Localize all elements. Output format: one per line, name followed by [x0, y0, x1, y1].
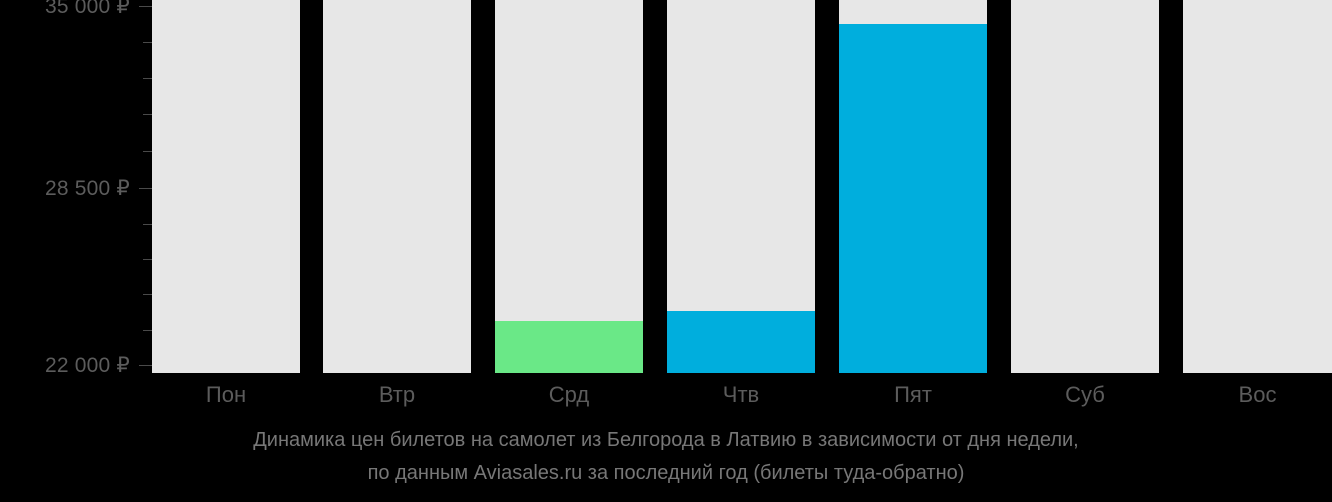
x-axis: Пон Втр Срд Чтв Пят Суб Вос	[0, 373, 1332, 421]
x-axis-label-fri: Пят	[894, 382, 932, 407]
bar-fill-sat	[1011, 0, 1159, 373]
y-axis-label-28500: 28 500 ₽	[44, 176, 130, 200]
bar-column-thu[interactable]	[667, 0, 815, 373]
bar-fill-thu	[667, 311, 815, 373]
x-axis-label-tue: Втр	[378, 382, 416, 407]
y-axis-tick-mark	[143, 223, 152, 225]
y-axis-tick-mark	[139, 187, 152, 189]
chart-caption-line-1: Динамика цен билетов на самолет из Белго…	[253, 429, 1079, 451]
bar-column-tue[interactable]	[323, 0, 471, 373]
y-axis-tick-mark	[143, 150, 152, 152]
y-axis-tick-mark	[139, 5, 152, 7]
bar-column-fri[interactable]	[839, 0, 987, 373]
bar-fill-wed	[495, 321, 643, 373]
y-axis-tick-mark	[143, 258, 152, 260]
bar-fill-mon	[152, 0, 300, 373]
bar-fill-tue	[323, 0, 471, 373]
y-axis-tick-mark	[139, 364, 152, 366]
y-axis-tick-mark	[143, 329, 152, 331]
y-axis-tick-mark	[143, 77, 152, 79]
y-axis-tick-mark	[143, 293, 152, 295]
x-axis-label-sat: Суб	[1065, 382, 1105, 407]
x-axis-label-sun: Вос	[1238, 382, 1277, 407]
chart-plot-area	[152, 0, 1332, 373]
bar-fill-sun	[1183, 0, 1332, 373]
bar-track-wed	[495, 0, 643, 373]
chart-caption: Динамика цен билетов на самолет из Белго…	[0, 424, 1332, 490]
y-axis: 35 000 ₽ 28 500 ₽ 22 000 ₽	[0, 0, 152, 377]
y-axis-tick-mark	[143, 41, 152, 43]
x-axis-label-mon: Пон	[205, 382, 247, 407]
x-axis-label-thu: Чтв	[722, 382, 760, 407]
y-axis-tick-mark	[143, 113, 152, 115]
y-axis-label-35000: 35 000 ₽	[44, 0, 130, 18]
x-axis-label-wed: Срд	[548, 382, 590, 407]
y-axis-label-22000: 22 000 ₽	[44, 353, 130, 377]
bar-column-sun[interactable]	[1183, 0, 1332, 373]
bar-fill-fri	[839, 24, 987, 373]
chart-caption-line-2: по данным Aviasales.ru за последний год …	[367, 462, 965, 484]
bar-track-thu	[667, 0, 815, 373]
bar-column-sat[interactable]	[1011, 0, 1159, 373]
bar-column-mon[interactable]	[152, 0, 300, 373]
bar-column-wed[interactable]	[495, 0, 643, 373]
